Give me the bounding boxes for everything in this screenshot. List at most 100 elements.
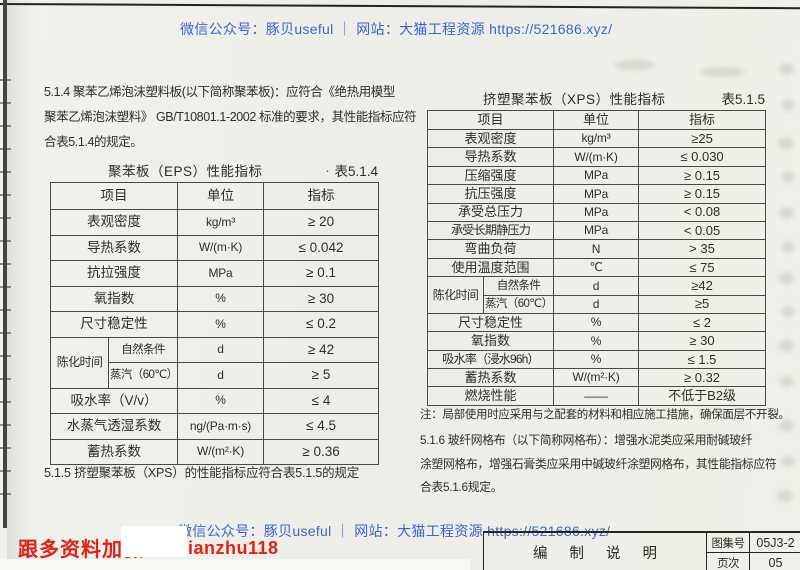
item-cell: 氧指数 xyxy=(426,331,555,351)
table-row: 陈化时间 自然条件 d ≥42 xyxy=(427,276,767,314)
value-cell: ≥ 42 xyxy=(263,336,379,363)
value-cell: ≤ 75 xyxy=(638,257,767,278)
atlas-number-value: 05J3-2 xyxy=(756,535,795,550)
item-cell: 承受长期静压力 xyxy=(426,220,555,241)
bleed-through-artifact xyxy=(781,100,795,111)
item-cell: 承受总压力 xyxy=(426,202,555,222)
table-row: 氧指数 % ≥ 30 xyxy=(50,285,379,312)
item-cell: 弯曲负荷 xyxy=(426,239,555,259)
watermark-bottom: 微信公众号：豚贝useful ｜ 网站：大猫工程资源 https://52168… xyxy=(178,523,611,539)
table-row: 导热系数 W/(m·K) ≤ 0.030 xyxy=(426,147,767,167)
value-cell: ≥ 20 xyxy=(263,209,379,236)
bleed-through-artifact xyxy=(781,456,795,467)
eps-table-caption: 聚苯板（EPS）性能指标 · 表5.1.4 xyxy=(50,160,378,180)
col-header-value: 指标 xyxy=(638,110,767,130)
xps-header-row: 项目 单位 指标 xyxy=(426,110,767,130)
unit-cell: % xyxy=(553,349,640,370)
table-row: 蒸汽（60℃） d ≥ 5 xyxy=(51,362,379,389)
value-cell: ≥ 0.15 xyxy=(638,165,767,186)
erased-patch xyxy=(121,526,187,557)
unit-cell: d xyxy=(177,362,264,389)
unit-cell: % xyxy=(553,312,640,333)
sheet-title: 编 制 说 明 xyxy=(532,546,667,562)
eps-table-number: 表5.1.4 xyxy=(334,164,378,179)
binding-shadow xyxy=(7,0,33,560)
value-cell: ≥42 xyxy=(638,276,767,296)
unit-cell: d xyxy=(177,336,264,363)
bleed-through-artifact xyxy=(781,241,795,252)
bleed-through-artifact xyxy=(780,376,794,387)
value-cell: ≤ 0.2 xyxy=(263,311,379,338)
table-row: 吸水率（浸水96h） % ≤ 1.5 xyxy=(426,349,767,370)
paragraph-line: 5.1.4 聚苯乙烯泡沫塑料板(以下简称聚苯板)：应符合《绝热用模型 xyxy=(44,85,396,99)
table-row: 承受长期静压力 MPa < 0.05 xyxy=(426,220,767,241)
item-cell: 抗压强度 xyxy=(426,184,555,204)
paragraph-line: 聚苯乙烯泡沫塑料》 GB/T10801.1-2002 标准的要求，其性能指标应符 xyxy=(44,110,417,124)
table-row: 尺寸稳定性 % ≤ 0.2 xyxy=(50,311,379,338)
paragraph-5-1-6: 5.1.6 玻纤网格布（以下简称网格布）：增强水泥类应采用耐碱玻纤 涂塑网格布，… xyxy=(420,429,777,500)
drawing-title-block: 编 制 说 明 图集号 05J3-2 页次 05 xyxy=(483,531,800,570)
value-cell: 不低于B2级 xyxy=(638,386,767,406)
promo-wechat-handle: ianzhu118 xyxy=(188,538,279,558)
aging-condition-cell: 蒸汽（60℃） xyxy=(108,362,178,389)
bleed-through-artifact xyxy=(615,60,655,70)
unit-cell: kg/m³ xyxy=(553,128,640,149)
value-cell: ≥5 xyxy=(638,294,767,314)
value-cell: > 35 xyxy=(638,239,767,259)
item-cell: 尺寸稳定性 xyxy=(426,312,555,333)
xps-table-note: 注：局部使用时应采用与之配套的材料和相应施工措施，确保面层不开裂。 xyxy=(420,409,790,421)
eps-table-title: 聚苯板（EPS）性能指标 xyxy=(107,164,263,179)
aging-label-cell: 陈化时间 xyxy=(427,276,484,314)
bleed-through-artifact xyxy=(779,63,794,75)
bleed-through-artifact xyxy=(700,67,745,77)
aging-condition-cell: 自然条件 xyxy=(482,276,555,296)
unit-cell: W/(m·K) xyxy=(177,234,264,261)
page-number-value: 05 xyxy=(768,555,783,570)
xps-table-caption: 挤塑聚苯板（XPS）性能指标 表5.1.5 xyxy=(427,88,765,108)
unit-cell: d xyxy=(553,294,640,314)
paragraph-5-1-4: 5.1.4 聚苯乙烯泡沫塑料板(以下简称聚苯板)：应符合《绝热用模型 聚苯乙烯泡… xyxy=(44,80,417,155)
aging-condition-cell: 蒸汽（60℃） xyxy=(482,294,555,314)
unit-cell: W/(m·K) xyxy=(553,147,640,167)
item-cell: 吸水率（浸水96h） xyxy=(426,349,555,370)
item-cell: 表观密度 xyxy=(50,209,178,236)
bleed-through-artifact xyxy=(779,420,794,432)
page-number-row: 页次 05 xyxy=(707,552,800,570)
atlas-number-label: 图集号 xyxy=(707,533,750,552)
unit-cell: MPa xyxy=(553,165,640,186)
table-row: 蒸汽（60℃） d ≥5 xyxy=(428,294,767,314)
value-cell: < 0.08 xyxy=(638,202,767,222)
value-cell: < 0.05 xyxy=(638,220,767,241)
unit-cell: kg/m³ xyxy=(177,209,264,236)
item-cell: 氧指数 xyxy=(50,285,178,312)
xps-table-number: 表5.1.5 xyxy=(721,92,765,107)
bleed-through-artifact xyxy=(781,306,795,317)
value-cell: ≥ 30 xyxy=(638,331,767,351)
unit-cell: ℃ xyxy=(553,257,640,278)
paragraph-5-1-5: 5.1.5 挤塑聚苯板（XPS）的性能指标应符合表5.1.5的规定 xyxy=(44,466,359,480)
bleed-through-artifact xyxy=(779,340,794,352)
table-row: 蓄热系数 W/(m²·K) ≥ 0.32 xyxy=(426,368,767,388)
table-row: 抗拉强度 MPa ≥ 0.1 xyxy=(50,260,379,287)
unit-cell: —— xyxy=(553,386,640,406)
table-row: 陈化时间 自然条件 d ≥ 42 xyxy=(50,336,379,389)
table-row: 尺寸稳定性 % ≤ 2 xyxy=(426,312,767,333)
table-row: 燃烧性能 —— 不低于B2级 xyxy=(426,386,767,406)
value-cell: ≥ 0.32 xyxy=(638,368,767,388)
page-bottom-edge xyxy=(0,559,470,570)
paragraph-line: 合表5.1.4的规定。 xyxy=(44,135,143,149)
value-cell: ≤ 0.042 xyxy=(263,234,379,261)
title-block-grid: 图集号 05J3-2 页次 05 xyxy=(706,533,800,570)
unit-cell: W/(m²·K) xyxy=(177,438,264,465)
item-cell: 压缩强度 xyxy=(426,165,555,186)
table-row: 抗压强度 MPa ≥ 0.15 xyxy=(426,184,767,204)
value-cell: ≤ 2 xyxy=(638,312,767,333)
page-frame-top-line xyxy=(0,3,800,10)
item-cell: 导热系数 xyxy=(50,234,178,261)
item-cell: 表观密度 xyxy=(426,128,555,149)
unit-cell: MPa xyxy=(553,202,640,222)
item-cell: 使用温度范围 xyxy=(426,257,555,278)
promo-text: 跟多资料加微 xyxy=(18,539,144,561)
value-cell: ≤ 1.5 xyxy=(638,349,767,370)
item-cell: 燃烧性能 xyxy=(426,386,555,406)
